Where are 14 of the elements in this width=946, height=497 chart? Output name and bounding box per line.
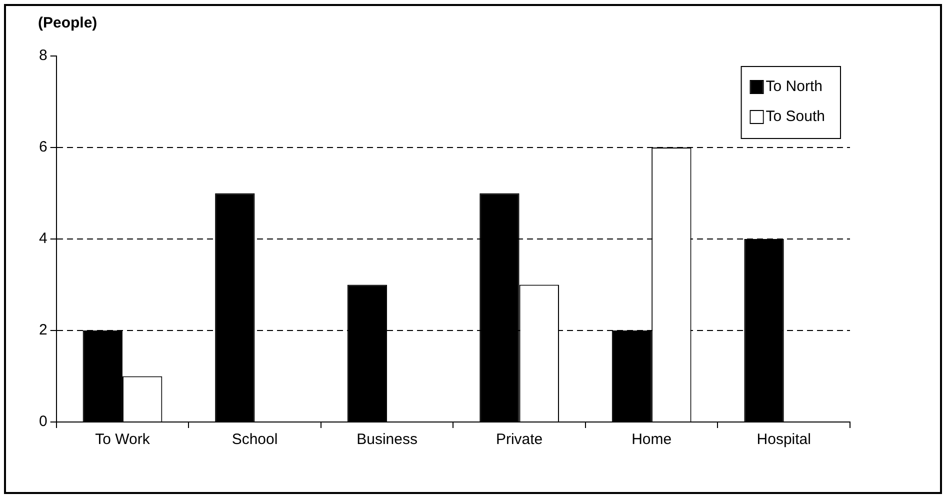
x-tick-label: To Work bbox=[95, 431, 150, 448]
legend-label: To South bbox=[766, 108, 826, 126]
x-tick-label: Home bbox=[632, 431, 672, 448]
y-tick-label: 0 bbox=[39, 413, 48, 430]
y-tick-label: 2 bbox=[39, 322, 48, 339]
y-tick-label: 4 bbox=[39, 230, 48, 248]
x-tick-label: Business bbox=[356, 431, 418, 448]
x-tick-label: School bbox=[232, 431, 278, 448]
x-tick-label: Private bbox=[496, 431, 543, 448]
y-tick-label: 6 bbox=[39, 138, 48, 156]
legend-label: To North bbox=[766, 78, 822, 96]
y-axis-title: (People) bbox=[38, 14, 98, 32]
x-tick-label: Hospital bbox=[756, 431, 811, 448]
y-tick-label: 8 bbox=[39, 47, 48, 64]
